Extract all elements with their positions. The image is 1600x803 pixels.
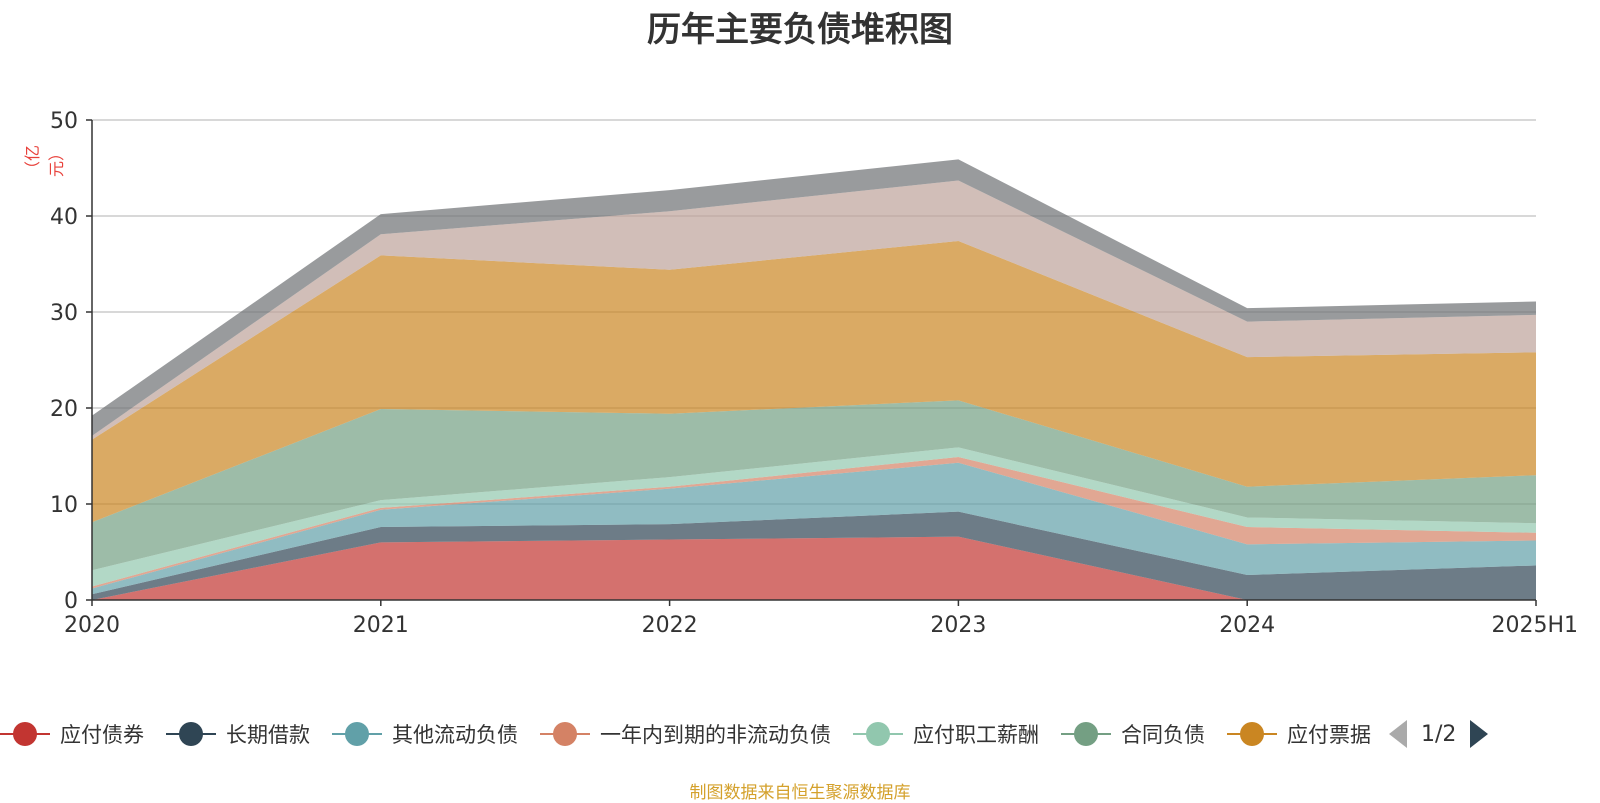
y-tick-label: 40 — [50, 205, 78, 230]
y-tick-label: 50 — [50, 109, 78, 134]
legend-label: 长期借款 — [226, 723, 310, 747]
area-series-0[interactable] — [92, 536, 1536, 600]
x-tick-label: 2025H1 — [1491, 613, 1578, 638]
area-series-2[interactable] — [92, 462, 1536, 595]
legend-item-4[interactable]: 应付职工薪酬 — [853, 719, 1039, 749]
legend: 应付债券 长期借款 其他流动负债 一年内到期的非流动负债 应付职工薪酬 合同负债 应付票据 1… — [0, 716, 1489, 752]
area-series-5[interactable] — [92, 400, 1536, 571]
area-series-7[interactable] — [92, 180, 1536, 440]
y-tick-label: 20 — [50, 397, 78, 422]
y-tick-label: 30 — [50, 301, 78, 326]
legend-label: 应付债券 — [60, 723, 144, 747]
legend-pager: 1/2 — [1389, 720, 1489, 748]
area-series-6[interactable] — [92, 240, 1536, 523]
legend-label: 应付票据 — [1287, 723, 1371, 747]
x-tick-label: 2020 — [64, 613, 120, 638]
source-note: 制图数据来自恒生聚源数据库 — [689, 783, 911, 803]
area-series-1[interactable] — [92, 511, 1536, 600]
area-series — [92, 159, 1536, 600]
stacked-area-chart: 0 10 20 30 40 50 2020 2021 2022 2023 2024 2025H1 — [50, 109, 1578, 638]
legend-marker-icon — [1061, 721, 1111, 747]
legend-marker-icon — [1227, 721, 1277, 747]
legend-item-1[interactable]: 长期借款 — [166, 719, 310, 749]
y-tick-label: 0 — [64, 589, 78, 614]
y-tick-label: 10 — [50, 493, 78, 518]
legend-marker-icon — [166, 721, 216, 747]
axes — [86, 119, 1537, 606]
legend-item-0[interactable]: 应付债券 — [0, 719, 144, 749]
legend-marker-icon — [540, 721, 590, 747]
legend-item-6[interactable]: 应付票据 — [1227, 719, 1371, 749]
x-tick-label: 2021 — [353, 613, 409, 638]
legend-label: 其他流动负债 — [392, 723, 518, 747]
x-tick-label: 2024 — [1219, 613, 1275, 638]
legend-prev-page-icon[interactable] — [1389, 720, 1407, 748]
legend-marker-icon — [0, 721, 50, 747]
legend-page-indicator: 1/2 — [1421, 721, 1457, 747]
legend-label: 一年内到期的非流动负债 — [600, 723, 831, 747]
legend-item-2[interactable]: 其他流动负债 — [332, 719, 518, 749]
x-tick-label: 2023 — [930, 613, 986, 638]
legend-item-3[interactable]: 一年内到期的非流动负债 — [540, 719, 831, 749]
legend-marker-icon — [853, 721, 903, 747]
legend-next-page-icon[interactable] — [1470, 720, 1489, 748]
legend-label: 应付职工薪酬 — [913, 723, 1039, 747]
legend-label: 合同负债 — [1121, 723, 1205, 747]
chart-title: 历年主要负债堆积图 — [647, 10, 953, 50]
legend-item-5[interactable]: 合同负债 — [1061, 719, 1205, 749]
legend-marker-icon — [332, 721, 382, 747]
tick-labels: 0 10 20 30 40 50 2020 2021 2022 2023 2024 2025H1 — [50, 109, 1578, 638]
x-tick-label: 2022 — [642, 613, 698, 638]
